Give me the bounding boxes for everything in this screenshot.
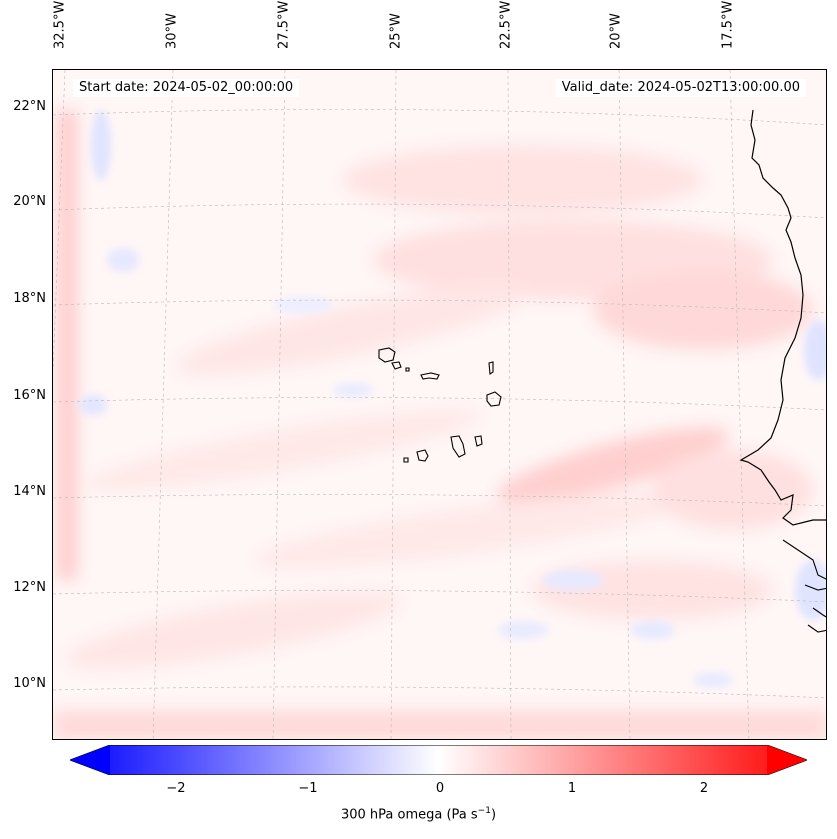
island-fogo xyxy=(416,449,429,462)
lat-label-16n: 16°N xyxy=(13,388,46,403)
lon-label-22-5w: 22.5°W xyxy=(498,0,514,49)
map-panel[interactable]: Start date: 2024-05-02_00:00:00 Valid_da… xyxy=(52,69,827,740)
graticule xyxy=(53,70,826,739)
colorbar-tick-2: 2 xyxy=(699,781,709,796)
lon-label-20w: 20°W xyxy=(608,13,624,49)
colorbar-tick-0: 0 xyxy=(435,781,445,796)
island-brava xyxy=(403,457,409,463)
lat-label-22n: 22°N xyxy=(13,99,46,114)
lat-label-18n: 18°N xyxy=(13,291,46,306)
island-sao-nicolau xyxy=(420,372,440,380)
omega-field xyxy=(53,70,826,739)
lon-label-27-5w: 27.5°W xyxy=(276,0,292,49)
colorbar-tick-minus-2: −2 xyxy=(166,781,186,796)
colorbar-min-extend xyxy=(70,745,110,775)
guinea-bissau-coast xyxy=(782,539,826,633)
valid-date-label: Valid_date: 2024-05-02T13:00:00.00 xyxy=(555,79,806,97)
lat-label-12n: 12°N xyxy=(13,580,46,595)
lon-label-32-5w: 32.5°W xyxy=(52,0,68,49)
island-sao-vicente xyxy=(391,361,402,370)
colorbar-label: 300 hPa omega (Pa s−1) xyxy=(340,806,497,823)
colorbar-body xyxy=(70,745,807,775)
colorbar-tick-minus-1: −1 xyxy=(298,781,318,796)
island-santa-luzia xyxy=(405,367,410,372)
lat-label-14n: 14°N xyxy=(13,484,46,499)
positive-omega-patches xyxy=(53,110,826,739)
lat-label-20n: 20°N xyxy=(13,194,46,209)
lon-label-30w: 30°W xyxy=(164,13,180,49)
lon-label-25w: 25°W xyxy=(388,13,404,49)
island-santiago xyxy=(450,435,466,458)
island-sal xyxy=(488,361,494,375)
colorbar-max-extend xyxy=(767,745,807,775)
island-maio xyxy=(474,435,483,447)
lat-label-10n: 10°N xyxy=(13,676,46,691)
colorbar-tick-1: 1 xyxy=(567,781,577,796)
island-santo-antao xyxy=(378,347,396,363)
start-date-label: Start date: 2024-05-02_00:00:00 xyxy=(73,79,300,97)
africa-coastline xyxy=(739,109,826,526)
cape-verde-islands xyxy=(378,347,502,463)
lon-label-17-5w: 17.5°W xyxy=(720,0,736,49)
colorbar xyxy=(70,745,807,775)
negative-omega-patches xyxy=(79,110,826,688)
island-boa-vista xyxy=(486,391,502,407)
